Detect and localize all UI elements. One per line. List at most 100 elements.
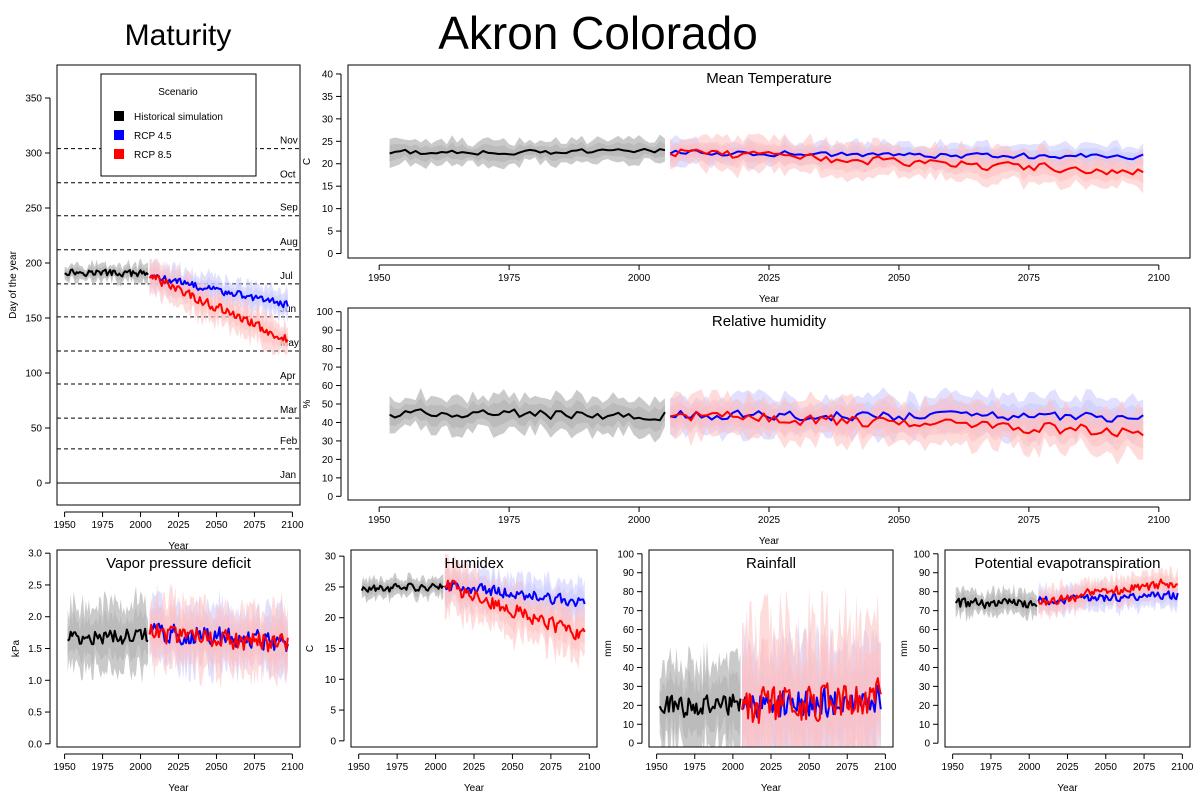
- rainfall-x-tick-label: 1950: [646, 762, 669, 773]
- relative-humidity-y-tick-label: 100: [316, 307, 333, 318]
- potential-evapotranspiration-x-tick-label: 2025: [1056, 762, 1079, 773]
- mean-temperature-y-tick-label: 40: [322, 69, 334, 80]
- potential-evapotranspiration-line-rcp85: [1037, 578, 1178, 606]
- month-label-jun: Jun: [280, 304, 296, 315]
- vapor-pressure-deficit-y-tick-label: 0.0: [28, 739, 42, 750]
- month-label-apr: Apr: [280, 371, 296, 382]
- humidex-title: Humidex: [444, 555, 504, 572]
- relative-humidity-frame: [347, 307, 1191, 501]
- legend-swatch-rcp85: [114, 149, 124, 159]
- rainfall-band-inner-historical: [659, 665, 741, 743]
- maturity-panel: Jan Feb Mar Apr May Jun Jul Aug Sep Oct Nov 1950 197…: [8, 64, 304, 552]
- rainfall-y-axis-label: mm: [603, 640, 614, 657]
- mean-temperature-x-tick-label: 2100: [1148, 273, 1171, 284]
- legend-title: Scenario: [158, 87, 198, 98]
- relative-humidity-y-tick-label: 10: [322, 473, 334, 484]
- mean-temperature-title: Mean Temperature: [706, 70, 832, 87]
- vapor-pressure-deficit-y-tick-label: 2.0: [28, 612, 42, 623]
- vapor-pressure-deficit-x-axis-label: Year: [168, 783, 189, 794]
- potential-evapotranspiration-x-tick-label: 2050: [1095, 762, 1118, 773]
- potential-evapotranspiration-line-rcp45: [1037, 590, 1179, 606]
- potential-evapotranspiration-y-axis-label: mm: [899, 640, 910, 657]
- potential-evapotranspiration-y-tick-label: 10: [919, 720, 931, 731]
- relative-humidity-title: Relative humidity: [712, 313, 827, 330]
- maturity-frame: [56, 64, 301, 506]
- maturity-y-tick-label: 300: [25, 149, 42, 160]
- potential-evapotranspiration-title: Potential evapotranspiration: [975, 555, 1161, 572]
- maturity-x-tick-label: 2050: [205, 520, 228, 531]
- rainfall-y-tick-label: 40: [623, 663, 635, 674]
- relative-humidity-y-tick-label: 60: [322, 381, 334, 392]
- rainfall-line-rcp85: [741, 677, 882, 724]
- vapor-pressure-deficit-panel: 1950 1975 2000 2025 2050 2075 2100 0.0 0.5 1.0 1.5…: [11, 549, 304, 794]
- humidex-frame: [350, 549, 598, 748]
- rainfall-y-tick-label: 0: [628, 739, 634, 750]
- rainfall-y-tick-label: 80: [623, 587, 635, 598]
- rainfall-y-tick-label: 30: [623, 682, 635, 693]
- mean-temperature-x-tick-label: 2025: [758, 273, 781, 284]
- humidex-x-tick-label: 2000: [424, 762, 447, 773]
- vapor-pressure-deficit-x-tick-label: 2000: [129, 762, 152, 773]
- humidex-x-tick-label: 1950: [348, 762, 371, 773]
- relative-humidity-x-tick-label: 2000: [628, 515, 651, 526]
- relative-humidity-line-historical: [389, 408, 666, 422]
- potential-evapotranspiration-y-tick-label: 50: [919, 644, 931, 655]
- relative-humidity-y-tick-label: 80: [322, 344, 334, 355]
- mean-temperature-x-tick-label: 2075: [1018, 273, 1041, 284]
- rainfall-line-historical: [658, 693, 742, 718]
- relative-humidity-panel: 1950 1975 2000 2025 2050 2075 2100 0 10 20 30 40 50 6…: [302, 307, 1191, 547]
- maturity-line-rcp45: [149, 274, 289, 309]
- potential-evapotranspiration-x-tick-label: 1950: [942, 762, 965, 773]
- humidex-y-tick-label: 20: [325, 613, 337, 624]
- month-label-may: May: [280, 338, 299, 349]
- rainfall-x-tick-label: 2075: [836, 762, 859, 773]
- humidex-y-tick-label: 30: [325, 552, 337, 563]
- maturity-x-tick-label: 1975: [91, 520, 114, 531]
- rainfall-x-axis-label: Year: [761, 783, 782, 794]
- maturity-x-tick-label: 2100: [281, 520, 304, 531]
- vapor-pressure-deficit-line-rcp85: [148, 623, 289, 653]
- mean-temperature-x-tick-label: 1975: [498, 273, 521, 284]
- humidex-panel: 1950 1975 2000 2025 2050 2075 2100051015202530…: [305, 549, 601, 794]
- legend-label-rcp85: RCP 8.5: [134, 150, 172, 161]
- maturity-y-tick-label: 0: [36, 479, 42, 490]
- relative-humidity-line-rcp85: [669, 410, 1144, 438]
- relative-humidity-y-tick-label: 90: [322, 326, 334, 337]
- potential-evapotranspiration-y-tick-label: 100: [913, 549, 930, 560]
- mean-temperature-y-tick-label: 10: [322, 204, 334, 215]
- vapor-pressure-deficit-x-tick-label: 1975: [91, 762, 114, 773]
- month-label-aug: Aug: [280, 237, 298, 248]
- relative-humidity-y-tick-label: 70: [322, 363, 334, 374]
- mean-temperature-y-tick-label: 5: [327, 227, 333, 238]
- mean-temperature-frame: [347, 64, 1191, 259]
- mean-temperature-y-tick-label: 30: [322, 114, 334, 125]
- relative-humidity-x-tick-label: 2050: [888, 515, 911, 526]
- potential-evapotranspiration-y-tick-label: 90: [919, 568, 931, 579]
- month-label-sep: Sep: [280, 203, 298, 214]
- vapor-pressure-deficit-x-tick-label: 2075: [243, 762, 266, 773]
- potential-evapotranspiration-x-tick-label: 2000: [1018, 762, 1041, 773]
- potential-evapotranspiration-x-tick-label: 2100: [1171, 762, 1194, 773]
- relative-humidity-y-tick-label: 0: [327, 492, 333, 503]
- mean-temperature-x-tick-label: 2050: [888, 273, 911, 284]
- potential-evapotranspiration-line-historical: [954, 597, 1038, 610]
- legend-swatch-historical: [114, 111, 124, 121]
- vapor-pressure-deficit-title: Vapor pressure deficit: [106, 555, 252, 572]
- humidex-line-historical: [360, 582, 445, 593]
- legend-swatch-rcp45: [114, 130, 124, 140]
- vapor-pressure-deficit-y-tick-label: 3.0: [28, 549, 42, 560]
- potential-evapotranspiration-y-tick-label: 40: [919, 663, 931, 674]
- humidex-line-rcp45: [443, 581, 586, 608]
- mean-temperature-band-inner-historical: [389, 141, 665, 163]
- vapor-pressure-deficit-y-tick-label: 1.0: [28, 676, 42, 687]
- legend: Scenario Historical simulation RCP 4.5 R…: [100, 73, 257, 177]
- rainfall-title: Rainfall: [746, 555, 796, 572]
- maturity-x-tick-label: 2025: [167, 520, 190, 531]
- rainfall-y-tick-label: 70: [623, 606, 635, 617]
- mean-temperature-y-tick-label: 25: [322, 137, 334, 148]
- maturity-y-tick-label: 150: [25, 314, 42, 325]
- relative-humidity-y-axis-label: %: [302, 399, 313, 408]
- humidex-x-tick-label: 2100: [578, 762, 601, 773]
- humidex-line-rcp85: [443, 579, 586, 641]
- potential-evapotranspiration-y-tick-label: 20: [919, 701, 931, 712]
